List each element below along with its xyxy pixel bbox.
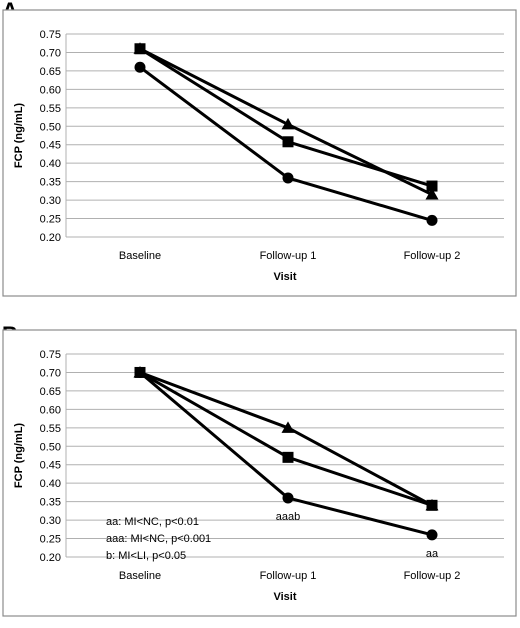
x-axis-title: Visit	[273, 591, 296, 603]
data-point-triangle	[425, 188, 439, 200]
x-tick-label: Baseline	[119, 250, 161, 262]
chart-frame	[2, 9, 517, 297]
data-point-square	[282, 451, 294, 463]
chart-panel-a: 0.20 0.25 0.30 0.35 0.40 0.45 0.50 0.55 0.60 0.65…	[2, 9, 517, 297]
y-tick-label: 0.45	[40, 140, 61, 152]
y-tick-label: 0.70	[40, 367, 61, 379]
data-point-circle	[426, 529, 438, 541]
y-tick-label: 0.40	[40, 478, 61, 490]
y-tick-label: 0.20	[40, 552, 61, 564]
y-tick-label: 0.60	[40, 84, 61, 96]
y-tick-label: 0.35	[40, 497, 61, 509]
significance-note: b: MI<LI, p<0.05	[106, 550, 186, 562]
point-annotation: aaab	[276, 511, 300, 523]
y-tick-label: 0.60	[40, 404, 61, 416]
data-point-square	[426, 499, 438, 511]
y-tick-label: 0.35	[40, 177, 61, 189]
y-tick-label: 0.45	[40, 460, 61, 472]
y-tick-label: 0.40	[40, 158, 61, 170]
data-point-square	[426, 180, 438, 192]
data-point-square	[134, 43, 146, 55]
x-tick-label: Follow-up 2	[404, 570, 461, 582]
data-point-circle	[134, 366, 146, 378]
x-axis-title: Visit	[273, 271, 296, 283]
x-tick-label: Baseline	[119, 570, 161, 582]
y-tick-label: 0.25	[40, 214, 61, 226]
y-tick-label: 0.55	[40, 423, 61, 435]
point-annotation: aa	[426, 548, 439, 560]
x-tick-label: Follow-up 1	[260, 570, 317, 582]
y-tick-label: 0.70	[40, 47, 61, 59]
data-point-circle	[134, 61, 146, 73]
y-tick-label: 0.75	[40, 29, 61, 41]
x-tick-label: Follow-up 1	[260, 250, 317, 262]
y-tick-label: 0.55	[40, 103, 61, 115]
y-tick-label: 0.20	[40, 232, 61, 244]
data-point-square	[282, 136, 294, 148]
y-tick-label: 0.65	[40, 386, 61, 398]
y-tick-label: 0.65	[40, 66, 61, 78]
data-point-triangle	[281, 421, 295, 433]
data-point-circle	[282, 492, 294, 504]
data-point-triangle	[281, 117, 295, 130]
y-tick-label: 0.75	[40, 349, 61, 361]
y-tick-label: 0.50	[40, 121, 61, 133]
y-axis-title: FCP (ng/mL)	[13, 103, 25, 169]
chart-panel-b: 0.20 0.25 0.30 0.35 0.40 0.45 0.50 0.55 0.60 0.65…	[2, 329, 517, 617]
y-tick-label: 0.50	[40, 441, 61, 453]
y-tick-label: 0.30	[40, 195, 61, 207]
significance-note: aa: MI<NC, p<0.01	[106, 516, 199, 528]
data-point-circle	[426, 214, 438, 226]
x-tick-label: Follow-up 2	[404, 250, 461, 262]
data-point-circle	[282, 172, 294, 184]
y-axis-title: FCP (ng/mL)	[13, 423, 25, 489]
significance-note: aaa: MI<NC, p<0.001	[106, 533, 211, 545]
y-tick-label: 0.25	[40, 534, 61, 546]
y-tick-label: 0.30	[40, 515, 61, 527]
